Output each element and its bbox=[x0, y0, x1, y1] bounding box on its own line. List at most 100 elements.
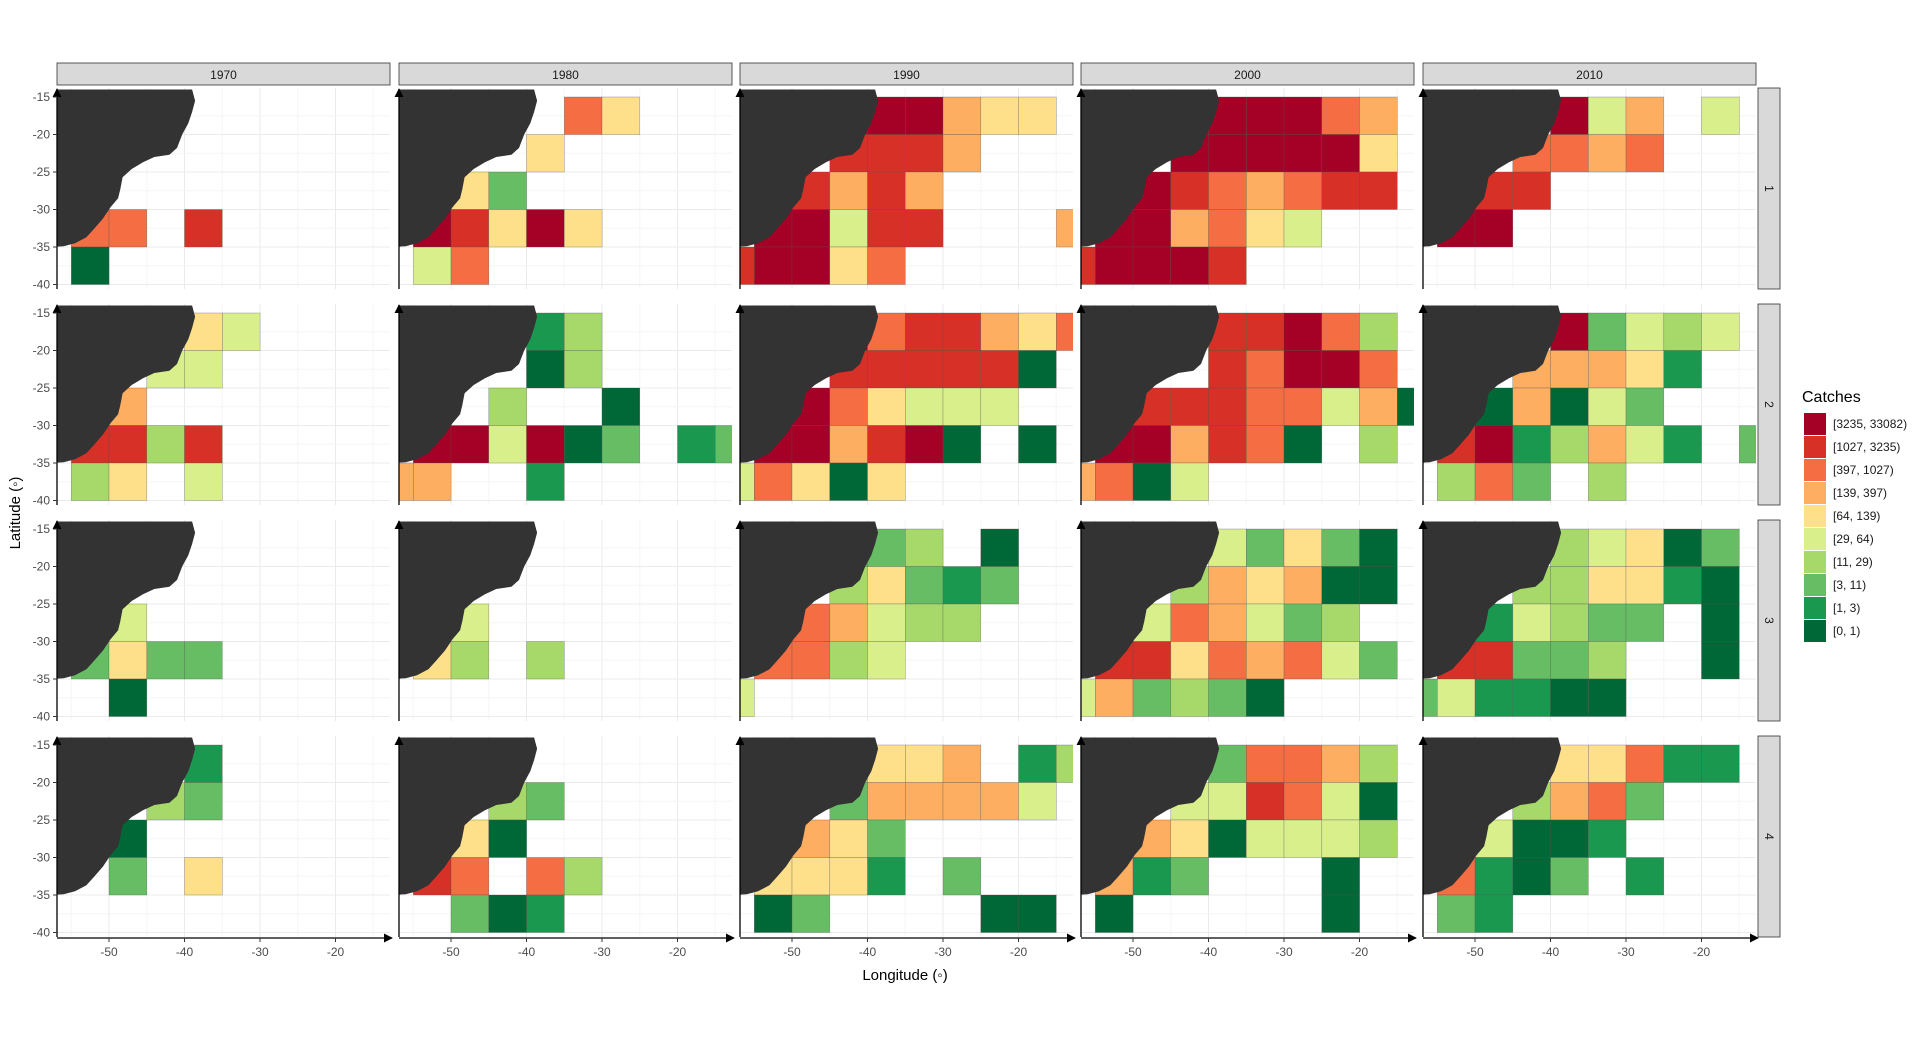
catch-cell bbox=[1283, 350, 1323, 389]
x-axis-title: Longitude (◦) bbox=[862, 967, 947, 984]
catch-cell bbox=[526, 350, 565, 389]
strip-label: 2010 bbox=[1576, 68, 1603, 82]
catch-cell bbox=[1550, 641, 1589, 680]
catch-cell bbox=[184, 857, 223, 896]
catch-cell bbox=[1170, 603, 1209, 642]
catch-cell bbox=[1208, 603, 1247, 642]
x-tick-label: -20 bbox=[669, 945, 687, 959]
catch-cell bbox=[1588, 678, 1627, 717]
catch-cell bbox=[1701, 603, 1740, 642]
catch-cell bbox=[1437, 462, 1476, 501]
catch-cell bbox=[791, 425, 831, 464]
catch-cell bbox=[1321, 350, 1360, 389]
land-mass bbox=[1081, 521, 1220, 679]
catch-cell bbox=[1283, 96, 1323, 135]
land-mass bbox=[1081, 305, 1220, 463]
strips-layer: 1970 1980 1990 2000 2010 1 2 3 4 bbox=[56, 62, 1781, 938]
catch-cell bbox=[526, 209, 565, 248]
x-tick-label: -50 bbox=[1124, 945, 1142, 959]
catch-cell bbox=[791, 857, 831, 896]
catch-cell bbox=[146, 641, 185, 680]
catch-cell bbox=[905, 603, 944, 642]
catch-cell bbox=[1283, 744, 1323, 783]
legend: Catches [3235, 33082) [1027, 3235) [397, 1… bbox=[1802, 389, 1907, 642]
legend-item: [3, 11) bbox=[1804, 574, 1866, 596]
catch-cell bbox=[1208, 350, 1247, 389]
catch-cell bbox=[1588, 96, 1627, 135]
catch-cell bbox=[1321, 312, 1360, 351]
legend-label: [1027, 3235) bbox=[1833, 440, 1900, 454]
catch-cell bbox=[1283, 209, 1323, 248]
catch-cell bbox=[1283, 528, 1323, 567]
catch-cell bbox=[905, 96, 944, 135]
catch-cell bbox=[1359, 819, 1398, 858]
catch-cell bbox=[184, 782, 223, 821]
catch-cell bbox=[1512, 462, 1551, 501]
catch-cell bbox=[980, 387, 1019, 426]
strip-row-4: 4 bbox=[1757, 735, 1781, 938]
catch-cell bbox=[1208, 209, 1247, 248]
catch-cell bbox=[1095, 678, 1134, 717]
catch-cell bbox=[1701, 744, 1740, 783]
legend-label: [3235, 33082) bbox=[1833, 417, 1907, 431]
catch-cell bbox=[1246, 782, 1285, 821]
catch-cell bbox=[222, 312, 261, 351]
catch-cell bbox=[1550, 387, 1589, 426]
catch-cell bbox=[1095, 894, 1134, 933]
catch-cell bbox=[867, 209, 906, 248]
catch-cell bbox=[1208, 425, 1247, 464]
catch-cell bbox=[867, 425, 906, 464]
x-tick-label: -20 bbox=[1693, 945, 1711, 959]
catch-cell bbox=[1474, 209, 1514, 248]
catch-cell bbox=[1588, 312, 1627, 351]
catch-cell bbox=[754, 246, 793, 285]
legend-swatch bbox=[1804, 551, 1826, 573]
land-mass bbox=[1081, 89, 1220, 247]
catch-cell bbox=[1283, 171, 1323, 210]
catch-cell bbox=[1739, 425, 1756, 464]
x-tick-label: -30 bbox=[251, 945, 269, 959]
x-tick-label: -40 bbox=[176, 945, 194, 959]
catch-cell bbox=[1625, 96, 1665, 135]
catch-cell bbox=[1359, 528, 1398, 567]
legend-swatch bbox=[1804, 413, 1826, 435]
catch-cell bbox=[1588, 134, 1627, 173]
catch-cell bbox=[1359, 566, 1398, 605]
catch-cell bbox=[715, 425, 732, 464]
catch-cell bbox=[1132, 246, 1172, 285]
catch-cell bbox=[1208, 387, 1247, 426]
catch-cell bbox=[1208, 566, 1247, 605]
catch-cell bbox=[488, 894, 527, 933]
catch-cell bbox=[1321, 387, 1360, 426]
land-mass bbox=[399, 305, 538, 463]
catch-cell bbox=[108, 209, 148, 248]
catch-cell bbox=[1512, 819, 1551, 858]
catch-cell bbox=[1474, 425, 1514, 464]
catch-cell bbox=[942, 603, 982, 642]
catch-cell bbox=[867, 819, 906, 858]
strip-1970: 1970 bbox=[56, 62, 391, 86]
catch-cell bbox=[1588, 528, 1627, 567]
legend-item: [139, 397) bbox=[1804, 482, 1887, 504]
catch-cell bbox=[1170, 819, 1209, 858]
axes-layer: -15-20-25-30-35-40-15-20-25-30-35-40-15-… bbox=[33, 88, 1759, 959]
panel-axes: -15 -20 -25 -30 -35 -40 bbox=[33, 88, 62, 292]
catch-cell bbox=[905, 566, 944, 605]
catch-cell bbox=[829, 603, 868, 642]
catch-cell bbox=[905, 387, 944, 426]
legend-swatch bbox=[1804, 620, 1826, 642]
catch-cell bbox=[1321, 566, 1360, 605]
legend-item: [29, 64) bbox=[1804, 528, 1874, 550]
catch-cell bbox=[1018, 312, 1057, 351]
catch-cell bbox=[791, 894, 831, 933]
strip-row-2: 2 bbox=[1757, 303, 1781, 506]
catch-cell bbox=[1321, 744, 1360, 783]
catch-cell bbox=[791, 209, 831, 248]
catch-cell bbox=[1170, 387, 1209, 426]
panel-axes: -50 -40 -30 -20 bbox=[1076, 736, 1417, 959]
legend-swatch bbox=[1804, 597, 1826, 619]
catch-cell bbox=[1321, 782, 1360, 821]
legend-title: Catches bbox=[1802, 389, 1861, 406]
catch-cell bbox=[108, 641, 148, 680]
